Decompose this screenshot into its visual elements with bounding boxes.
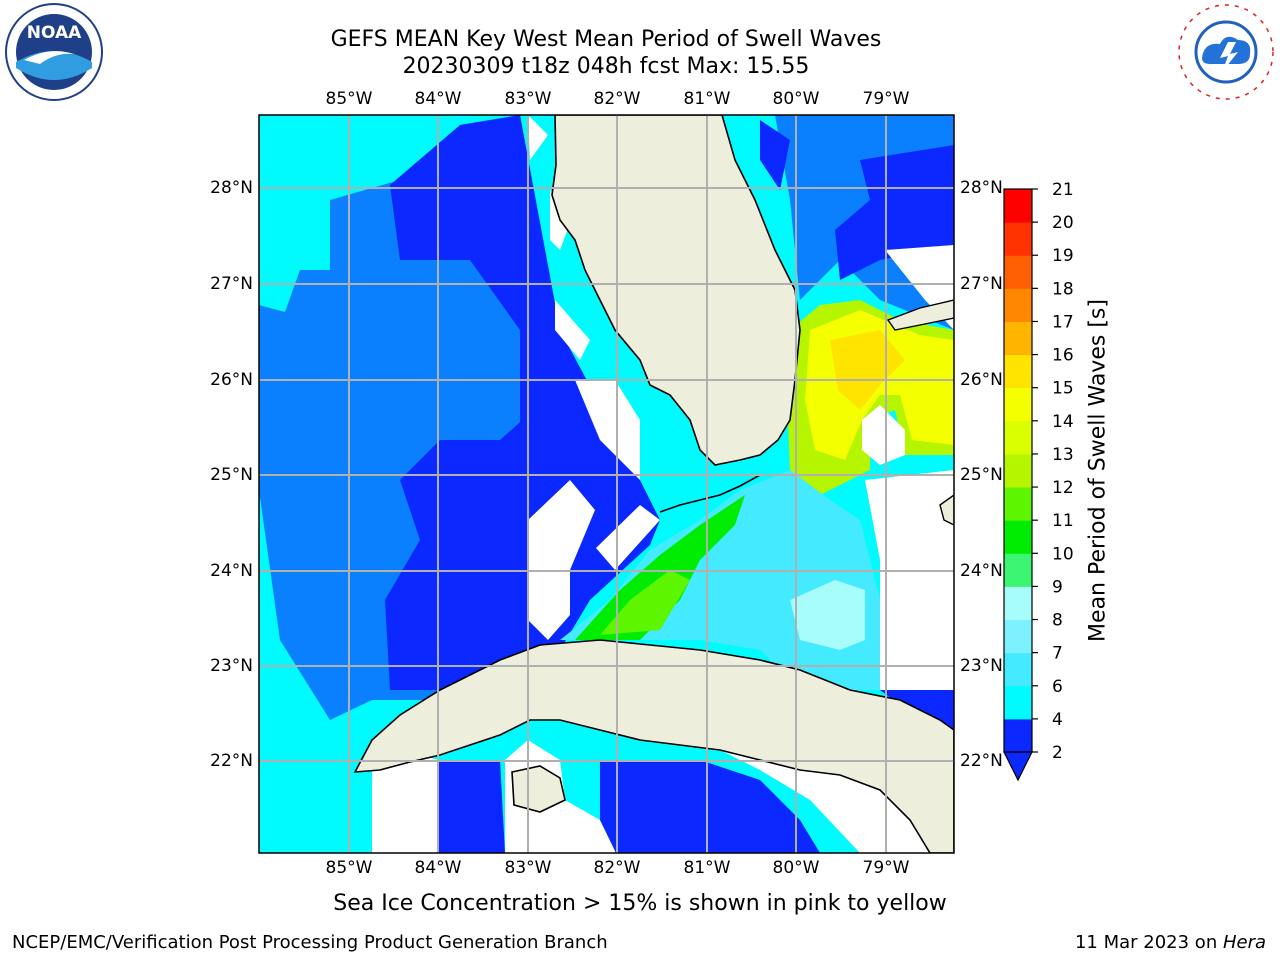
- lon-tick-top: 82°W: [593, 89, 641, 109]
- lon-tick-bottom: 82°W: [593, 858, 641, 878]
- footer-date: 11 Mar 2023 on Hera: [1075, 932, 1266, 953]
- colorbar-segment: [1004, 685, 1032, 720]
- colorbar-extend-arrow: [1003, 751, 1033, 782]
- lat-tick-right: 25°N: [960, 465, 1003, 485]
- lat-tick-right: 26°N: [960, 370, 1003, 390]
- lon-tick-bottom: 85°W: [325, 858, 373, 878]
- swell-period-field: [259, 115, 954, 853]
- colorbar-tick-label: 13: [1052, 445, 1074, 465]
- lon-tick-bottom: 79°W: [862, 858, 910, 878]
- colorbar-tick-label: 8: [1052, 611, 1063, 631]
- lon-tick-bottom: 84°W: [414, 858, 462, 878]
- lon-tick-top: 79°W: [862, 89, 910, 109]
- colorbar-tick-label: 19: [1052, 246, 1074, 266]
- colorbar-segment: [1004, 652, 1032, 687]
- colorbar-segment: [1004, 321, 1032, 356]
- lat-tick-right: 27°N: [960, 274, 1003, 294]
- lon-tick-top: 81°W: [683, 89, 731, 109]
- lon-tick-bottom: 80°W: [772, 858, 820, 878]
- colorbar-segment: [1004, 255, 1032, 289]
- footer-host: Hera: [1222, 932, 1266, 953]
- colorbar-segment: [1004, 718, 1032, 753]
- lat-tick-left: 26°N: [210, 370, 253, 390]
- colorbar-tick-label: 18: [1052, 279, 1074, 299]
- lon-tick-bottom: 83°W: [504, 858, 552, 878]
- footer-date-text: 11 Mar 2023 on: [1074, 932, 1223, 953]
- colorbar-tick-label: 21: [1052, 180, 1074, 200]
- lat-tick-left: 22°N: [210, 751, 253, 771]
- colorbar-label: Mean Period of Swell Waves [s]: [1085, 299, 1111, 642]
- footer-organization: NCEP/EMC/Verification Post Processing Pr…: [12, 932, 608, 953]
- colorbar-segment: [1004, 487, 1032, 521]
- noaa-logo-text: NOAA: [27, 23, 82, 43]
- nws-logo: [1178, 4, 1274, 100]
- colorbar-tick-label: 9: [1052, 577, 1063, 597]
- colorbar-tick-label: 15: [1052, 379, 1074, 399]
- sea-ice-note: Sea Ice Concentration > 15% is shown in …: [333, 891, 947, 916]
- colorbar-tick-label: 7: [1052, 644, 1063, 664]
- colorbar-tick-label: 14: [1052, 412, 1074, 432]
- colorbar-segment: [1004, 387, 1032, 422]
- colorbar-segment: [1004, 553, 1032, 587]
- colorbar-tick-label: 6: [1052, 677, 1063, 697]
- lat-tick-right: 24°N: [960, 561, 1003, 581]
- lon-tick-top: 84°W: [414, 89, 462, 109]
- colorbar-segment: [1004, 288, 1032, 322]
- colorbar-segment: [1004, 189, 1032, 223]
- colorbar-tick-label: 10: [1052, 544, 1074, 564]
- colorbar-segment: [1004, 586, 1032, 621]
- colorbar: 21 20 19 18 17 16 15 14 13 12 11 10 9 8 7 6 4 2: [1003, 180, 1074, 782]
- chart-title: GEFS MEAN Key West Mean Period of Swell …: [330, 27, 882, 52]
- colorbar-segment: [1004, 453, 1032, 488]
- lat-tick-left: 27°N: [210, 274, 253, 294]
- colorbar-tick-label: 17: [1052, 312, 1074, 332]
- colorbar-tick-label: 20: [1052, 213, 1074, 233]
- colorbar-tick-label: 16: [1052, 346, 1074, 366]
- colorbar-tick-label: 12: [1052, 478, 1074, 498]
- colorbar-segment: [1004, 222, 1032, 256]
- lat-tick-right: 28°N: [960, 178, 1003, 198]
- colorbar-segment: [1004, 619, 1032, 654]
- lat-tick-left: 24°N: [210, 561, 253, 581]
- noaa-logo: NOAA: [5, 3, 103, 101]
- lon-tick-bottom: 81°W: [683, 858, 731, 878]
- colorbar-segment: [1004, 420, 1032, 455]
- map-frame: [258, 114, 955, 854]
- lon-tick-top: 83°W: [504, 89, 552, 109]
- lon-tick-top: 80°W: [772, 89, 820, 109]
- colorbar-frame: [1003, 188, 1033, 753]
- lat-tick-left: 23°N: [210, 656, 253, 676]
- map-gridlines: [259, 115, 954, 853]
- colorbar-tick-label: 4: [1052, 710, 1063, 730]
- lat-tick-left: 25°N: [210, 465, 253, 485]
- lat-tick-right: 23°N: [960, 656, 1003, 676]
- colorbar-segment: [1004, 520, 1032, 554]
- colorbar-tick-label: 2: [1052, 743, 1063, 763]
- lat-tick-left: 28°N: [210, 178, 253, 198]
- colorbar-segment: [1004, 354, 1032, 389]
- lat-tick-right: 22°N: [960, 751, 1003, 771]
- lon-tick-top: 85°W: [325, 89, 373, 109]
- chart-subtitle: 20230309 t18z 048h fcst Max: 15.55: [402, 54, 810, 79]
- colorbar-tick-label: 11: [1052, 511, 1074, 531]
